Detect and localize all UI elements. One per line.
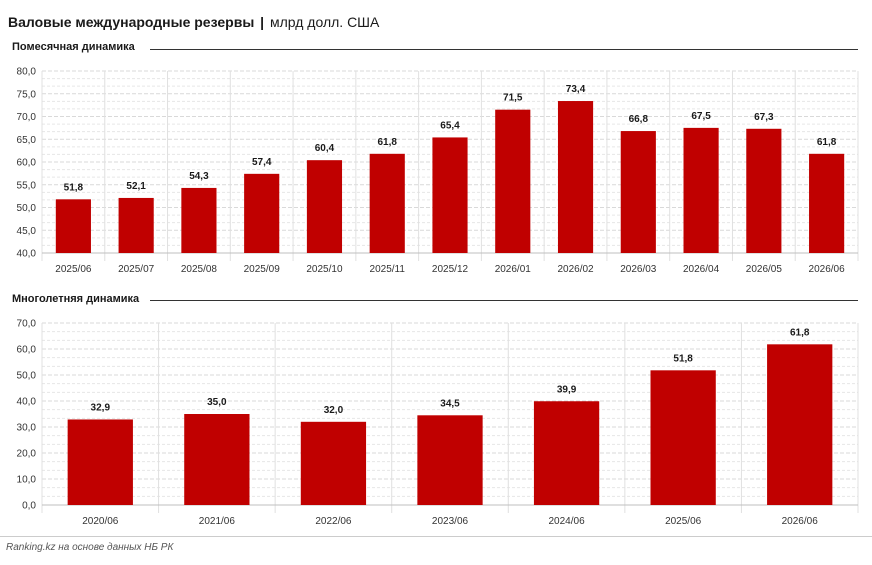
bar [306, 160, 343, 253]
data-label: 52,1 [126, 181, 146, 192]
title-main: Валовые международные резервы [8, 14, 255, 30]
data-label: 57,4 [252, 157, 272, 168]
x-tick-label: 2023/06 [432, 516, 469, 527]
x-tick-label: 2026/02 [557, 264, 594, 275]
bar [557, 101, 594, 253]
data-label: 61,8 [790, 327, 810, 338]
y-tick-label: 65,0 [17, 135, 37, 146]
bar [417, 415, 483, 505]
bar [55, 199, 91, 253]
x-tick-label: 2022/06 [315, 516, 352, 527]
x-tick-label: 2026/06 [782, 516, 819, 527]
x-tick-label: 2025/07 [118, 264, 155, 275]
source-note: Ranking.kz на основе данных НБ РК [6, 542, 174, 553]
y-tick-label: 80,0 [17, 67, 37, 78]
bar [495, 109, 531, 253]
x-tick-label: 2026/04 [683, 264, 720, 275]
y-tick-label: 70,0 [17, 112, 37, 123]
x-tick-label: 2026/06 [809, 264, 846, 275]
data-label: 54,3 [189, 171, 209, 182]
y-tick-label: 60,0 [17, 345, 37, 356]
x-tick-label: 2025/12 [432, 264, 469, 275]
y-tick-label: 60,0 [17, 158, 37, 169]
bar [369, 153, 405, 253]
data-label: 61,8 [377, 137, 397, 148]
monthly-section-title: Помесячная динамика [12, 41, 139, 53]
page-title: Валовые международные резервы | млрд дол… [8, 14, 379, 30]
title-units: млрд долл. США [269, 14, 380, 30]
data-label: 39,9 [557, 384, 577, 395]
x-tick-label: 2025/06 [665, 516, 702, 527]
bar [181, 187, 217, 253]
x-tick-label: 2025/06 [55, 264, 92, 275]
bar [683, 127, 719, 253]
y-tick-label: 70,0 [17, 319, 37, 330]
bar [67, 419, 133, 505]
x-tick-label: 2025/08 [181, 264, 218, 275]
x-tick-label: 2025/10 [306, 264, 343, 275]
x-tick-label: 2025/09 [244, 264, 281, 275]
bar [300, 421, 367, 505]
footer-rule [0, 536, 872, 537]
multiyear-section-rule [150, 300, 858, 301]
y-tick-label: 30,0 [17, 423, 37, 434]
x-tick-label: 2024/06 [548, 516, 585, 527]
y-tick-label: 20,0 [17, 449, 37, 460]
x-tick-label: 2026/03 [620, 264, 657, 275]
data-label: 65,4 [440, 120, 460, 131]
bar [432, 137, 468, 253]
x-tick-label: 2026/05 [746, 264, 783, 275]
bar [184, 414, 250, 505]
y-tick-label: 75,0 [17, 89, 37, 100]
data-label: 51,8 [673, 353, 693, 364]
y-tick-label: 40,0 [17, 397, 37, 408]
title-separator: | [260, 14, 265, 30]
bar [746, 128, 782, 253]
data-label: 32,0 [324, 405, 344, 416]
data-label: 32,9 [91, 402, 111, 413]
data-label: 71,5 [503, 93, 523, 104]
bar [533, 401, 600, 505]
bar [767, 344, 833, 505]
data-label: 67,3 [754, 112, 774, 123]
bar [809, 153, 845, 253]
x-tick-label: 2025/11 [370, 264, 406, 275]
data-label: 51,8 [64, 182, 84, 193]
multiyear-section-title: Многолетняя динамика [12, 293, 144, 305]
x-tick-label: 2026/01 [495, 264, 532, 275]
data-label: 34,5 [440, 398, 460, 409]
data-label: 67,5 [691, 111, 711, 122]
data-label: 66,8 [629, 114, 649, 125]
bar [118, 197, 154, 253]
data-label: 35,0 [207, 397, 227, 408]
monthly-section-rule [150, 49, 858, 50]
data-label: 73,4 [566, 84, 586, 95]
y-tick-label: 40,0 [17, 249, 37, 260]
y-tick-label: 50,0 [17, 203, 37, 214]
x-tick-label: 2020/06 [82, 516, 119, 527]
data-label: 60,4 [315, 143, 335, 154]
y-tick-label: 55,0 [17, 180, 37, 191]
y-tick-label: 50,0 [17, 371, 37, 382]
y-tick-label: 45,0 [17, 226, 37, 237]
bar [244, 173, 280, 253]
y-tick-label: 10,0 [17, 475, 37, 486]
y-tick-label: 0,0 [22, 501, 36, 512]
x-tick-label: 2021/06 [199, 516, 236, 527]
bar [650, 370, 716, 505]
data-label: 61,8 [817, 137, 837, 148]
bar [620, 131, 656, 253]
